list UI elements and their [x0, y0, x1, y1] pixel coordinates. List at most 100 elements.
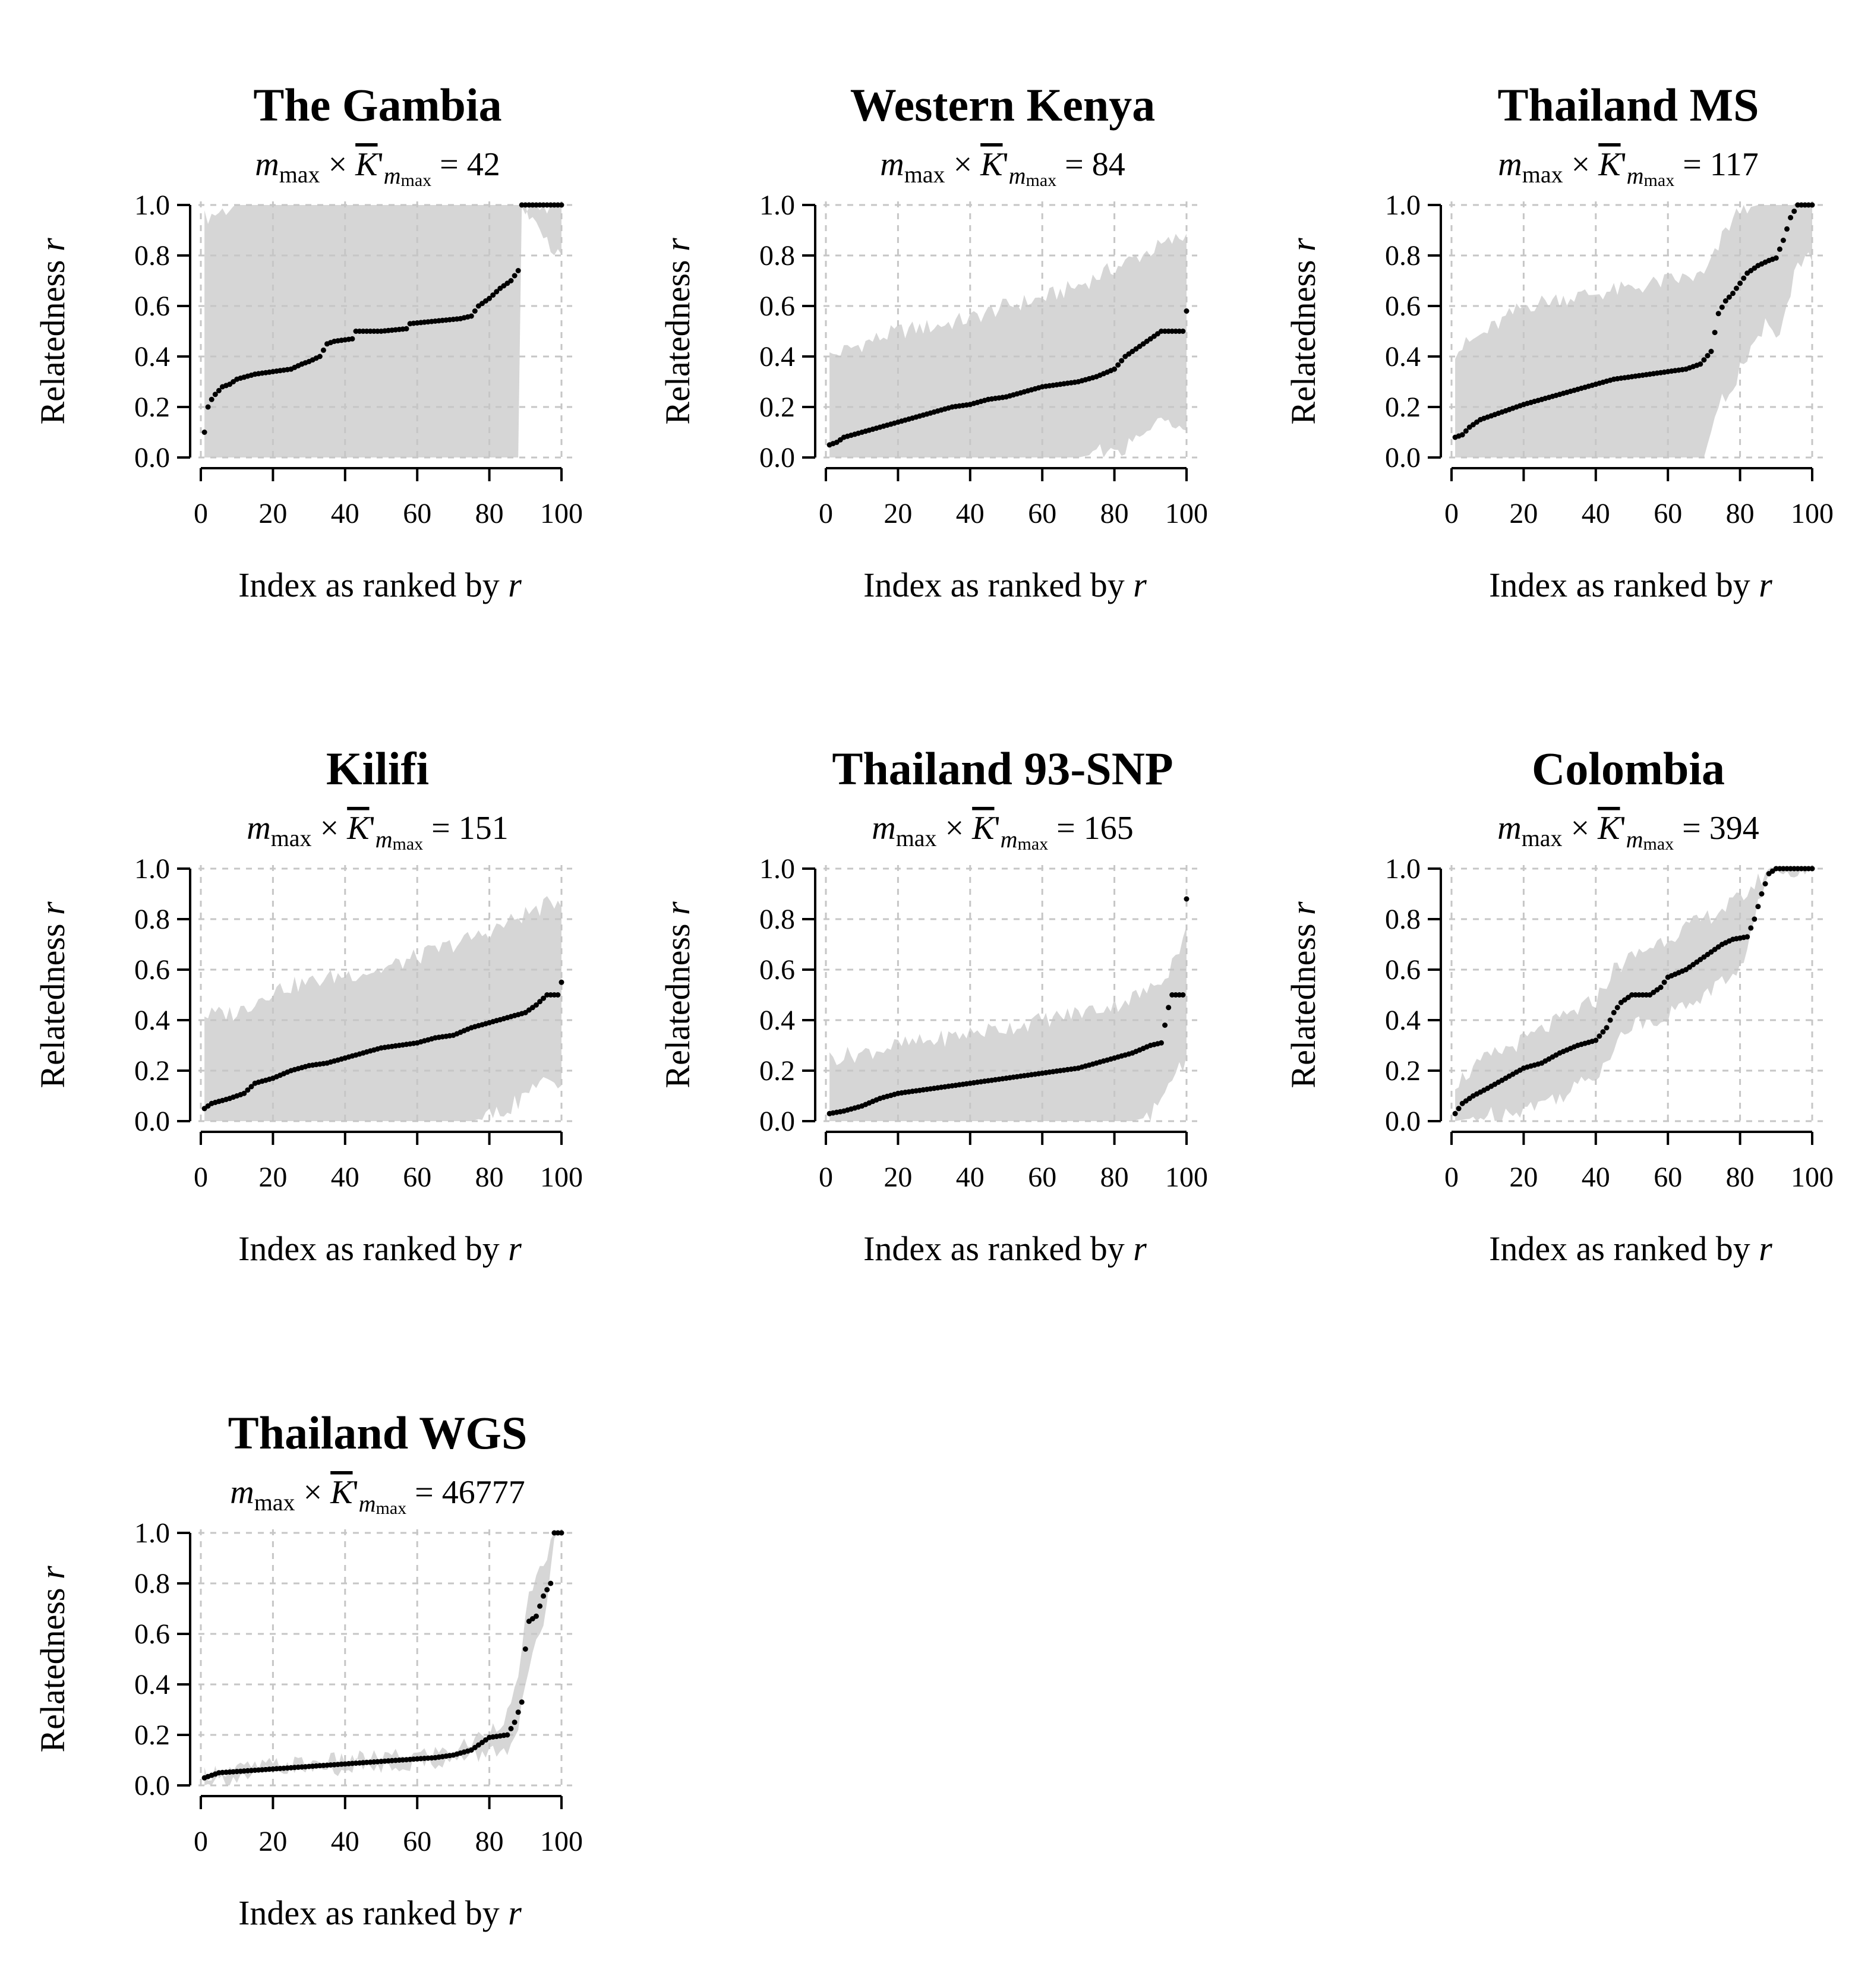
data-point [537, 999, 543, 1005]
data-point [1809, 866, 1815, 872]
x-tick-label: 80 [1100, 1162, 1129, 1193]
y-tick-label: 0.8 [1385, 240, 1421, 272]
y-tick-label: 0.6 [759, 954, 795, 986]
x-axis-label: Index as ranked by r [238, 1229, 522, 1268]
data-point [522, 1646, 528, 1652]
panel-subtitle: mmax × K'mmax = 42 [255, 146, 500, 190]
panel-5: 0 20 40 60 80 100 0.0 0.2 0.4 0.6 0.8 1.0 Thailand 9… [658, 743, 1208, 1268]
data-point [1748, 925, 1754, 931]
data-point [1180, 329, 1186, 334]
data-point [317, 354, 323, 359]
panel-7: 0 20 40 60 80 100 0.0 0.2 0.4 0.6 0.8 1.0 Thailand W… [33, 1407, 583, 1932]
x-axis-label: Index as ranked by r [1489, 1229, 1772, 1268]
y-tick-label: 1.0 [759, 190, 795, 221]
x-axis-label: Index as ranked by r [863, 1229, 1147, 1268]
data-point [541, 1593, 547, 1599]
data-point [1661, 979, 1667, 985]
y-axis-label: Relatedness r [33, 1566, 72, 1753]
x-tick-label: 80 [475, 498, 504, 529]
x-tick-label: 0 [194, 1162, 208, 1193]
data-point [1701, 357, 1707, 363]
x-tick-label: 80 [475, 1826, 504, 1857]
panel-title: Thailand 93-SNP [832, 743, 1173, 794]
confidence-band [829, 233, 1187, 457]
data-point [1658, 984, 1664, 990]
data-point [1777, 246, 1782, 252]
y-tick-label: 0.0 [759, 442, 795, 474]
x-tick-label: 100 [1791, 1162, 1834, 1193]
y-tick-label: 0.4 [759, 1005, 795, 1036]
data-point [1719, 304, 1725, 310]
panel-title: Thailand MS [1497, 79, 1759, 131]
x-tick-label: 60 [1654, 498, 1682, 529]
data-point [1456, 1106, 1462, 1112]
x-tick-label: 0 [194, 1826, 208, 1857]
y-tick-label: 0.2 [134, 1055, 170, 1087]
y-tick-label: 0.6 [1385, 954, 1421, 986]
data-point [515, 1709, 521, 1715]
data-point [1607, 1017, 1613, 1023]
y-tick-label: 0.2 [134, 392, 170, 423]
x-axis-label: Index as ranked by r [238, 566, 522, 604]
y-tick-label: 0.0 [759, 1106, 795, 1137]
x-tick-label: 100 [1165, 498, 1208, 529]
y-tick-label: 0.4 [134, 341, 170, 373]
data-point [212, 392, 218, 397]
y-tick-label: 0.0 [1385, 442, 1421, 474]
x-tick-label: 20 [258, 498, 287, 529]
x-tick-label: 0 [819, 1162, 833, 1193]
data-point [1755, 904, 1761, 910]
panel-1: 0 20 40 60 80 100 0.0 0.2 0.4 0.6 0.8 1.0 The Gambia… [33, 79, 583, 604]
y-tick-label: 1.0 [759, 853, 795, 885]
x-tick-label: 80 [1100, 498, 1129, 529]
x-tick-label: 100 [1791, 498, 1834, 529]
y-tick-label: 0.6 [134, 954, 170, 986]
data-point [1119, 358, 1125, 364]
x-tick-label: 60 [403, 1826, 431, 1857]
y-tick-label: 0.0 [134, 1106, 170, 1137]
data-point [1809, 202, 1815, 208]
data-point [216, 387, 222, 393]
panel-title: Thailand WGS [228, 1407, 528, 1459]
confidence-band [204, 896, 562, 1121]
data-point [1166, 1005, 1172, 1011]
x-tick-label: 20 [258, 1162, 287, 1193]
data-point [209, 396, 214, 402]
panel-title: The Gambia [253, 79, 501, 131]
confidence-band [204, 1533, 562, 1785]
data-point [544, 1587, 550, 1593]
x-tick-label: 100 [540, 1162, 583, 1193]
data-point [534, 1002, 539, 1008]
data-point [1452, 1110, 1458, 1116]
y-axis-label: Relatedness r [1284, 238, 1323, 425]
y-tick-label: 0.6 [1385, 291, 1421, 322]
data-point [1115, 362, 1121, 368]
x-tick-label: 60 [403, 1162, 431, 1193]
data-point [559, 1530, 564, 1536]
y-tick-label: 0.4 [1385, 1005, 1421, 1036]
y-tick-label: 0.6 [759, 291, 795, 322]
data-point [1184, 896, 1190, 902]
data-point [490, 292, 496, 298]
data-point [1726, 294, 1732, 300]
x-tick-label: 40 [331, 1826, 359, 1857]
data-point [468, 313, 474, 319]
x-tick-label: 40 [956, 498, 985, 529]
data-point [1112, 366, 1118, 372]
data-point [1752, 916, 1758, 922]
x-tick-label: 20 [884, 1162, 912, 1193]
x-tick-label: 80 [475, 1162, 504, 1193]
data-point [1737, 280, 1743, 286]
x-tick-label: 80 [1726, 1162, 1755, 1193]
data-point [1596, 1033, 1602, 1039]
y-tick-label: 1.0 [1385, 190, 1421, 221]
x-tick-label: 40 [331, 1162, 359, 1193]
data-point [205, 404, 211, 410]
panel-6: 0 20 40 60 80 100 0.0 0.2 0.4 0.6 0.8 1.0 Colombia mm… [1284, 743, 1834, 1268]
data-point [1611, 1009, 1617, 1015]
data-point [1459, 432, 1465, 438]
data-point [1773, 255, 1779, 261]
y-tick-label: 1.0 [134, 190, 170, 221]
data-point [1734, 285, 1739, 291]
x-tick-label: 100 [540, 498, 583, 529]
